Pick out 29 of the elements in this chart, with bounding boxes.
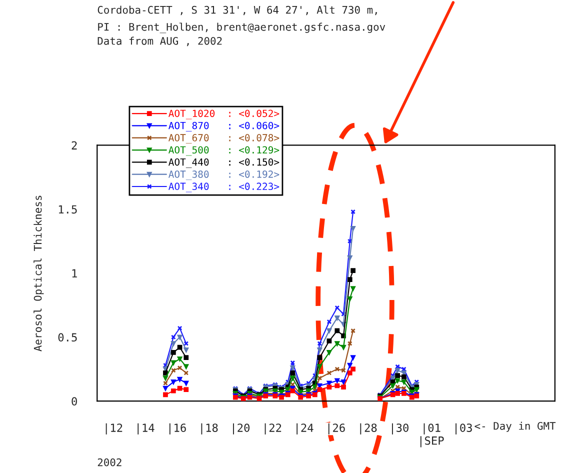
legend-label: AOT_1020 : <0.052>	[168, 110, 280, 120]
y-tick-label: 0	[72, 397, 77, 406]
x-tick-label: |26	[328, 423, 345, 434]
x-tick-label: |14	[138, 423, 154, 434]
y-tick-label: 1	[72, 269, 77, 278]
legend-label: AOT_380 : <0.192>	[168, 170, 280, 180]
x-tick-label: |12	[106, 423, 122, 434]
y-tick-label: 0.5	[58, 333, 77, 342]
x-tick-label: |24	[296, 423, 314, 434]
chart-title: Cordoba-CETT , S 31 31', W 64 27', Alt 730 m,	[98, 6, 377, 16]
x-tick-label: |20	[233, 423, 250, 434]
x-tick-label: |22	[264, 423, 282, 434]
x-tick-label: |18	[201, 423, 218, 434]
legend-label: AOT_340 : <0.223>	[168, 182, 280, 192]
legend-label: AOT_440 : <0.150>	[168, 158, 280, 168]
legend-label: AOT_670 : <0.078>	[168, 134, 280, 144]
x-tick-label: |16	[169, 423, 186, 434]
y-tick-label: 1.5	[58, 205, 77, 214]
legend-label: AOT_500 : <0.129>	[168, 146, 280, 156]
text: 2002	[98, 458, 122, 466]
legend-label: AOT_870 : <0.060>	[168, 122, 280, 132]
y-tick-label: 2	[72, 141, 77, 150]
text: <- Day in GMT	[474, 422, 556, 432]
chart-subtitle: PI : Brent_Holben, brent@aeronet.gsfc.nasa.gov Data from AUG , 2002	[98, 22, 386, 46]
x-tick-label: |01 |SEP	[420, 423, 444, 448]
x-tick-label: |28	[360, 423, 377, 434]
x-tick-label: |30	[392, 423, 408, 434]
x-tick-label: |03	[456, 423, 472, 434]
y-axis-title: Aerosol Optical Thickness	[34, 196, 44, 352]
